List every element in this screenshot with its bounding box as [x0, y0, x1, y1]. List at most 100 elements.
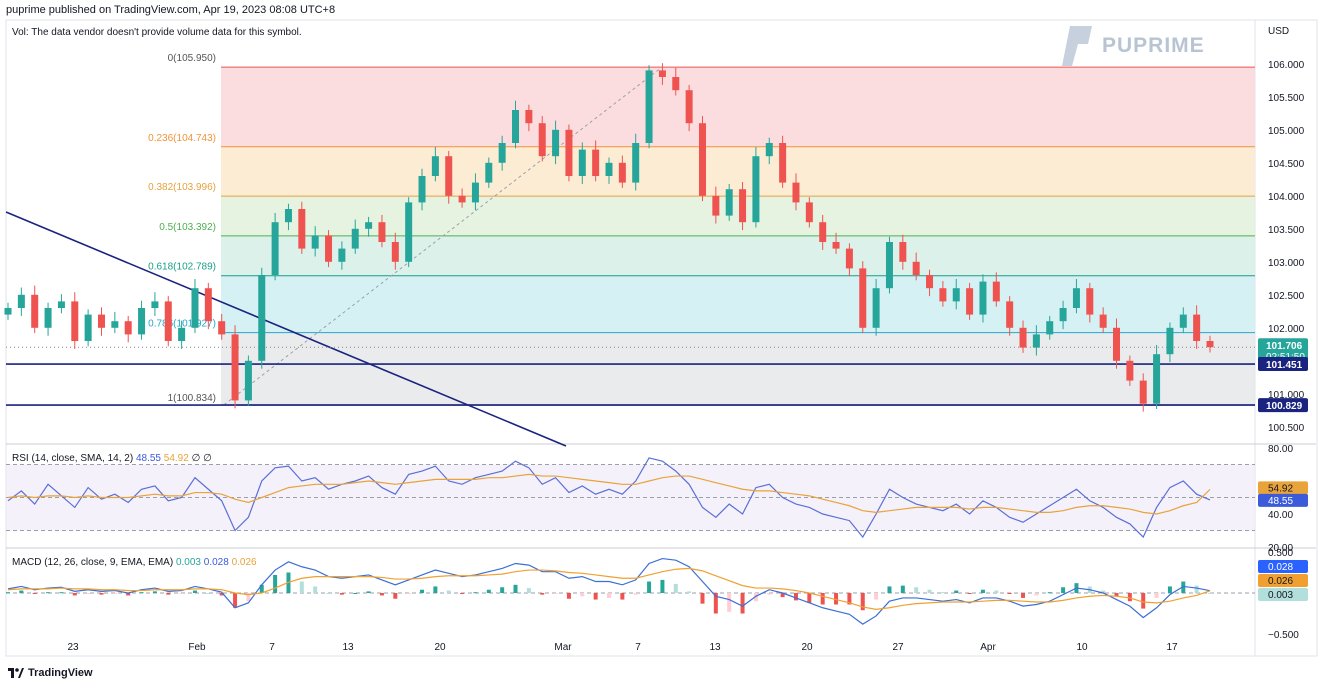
- time-tick-label: 23: [67, 642, 79, 653]
- rsi-ma-value: 54.92: [163, 453, 189, 464]
- macd-hist-bar: [566, 593, 571, 599]
- macd-hist-bar: [19, 590, 24, 593]
- macd-hist-bar: [299, 581, 304, 593]
- price-tick-label: 102.500: [1268, 291, 1305, 302]
- candle-body: [845, 248, 853, 269]
- macd-hist-bar: [366, 591, 371, 593]
- candle-body: [31, 294, 39, 328]
- fib-label: 0.382(103.996): [148, 182, 216, 193]
- candle-body: [391, 242, 399, 262]
- macd-hist-bar: [807, 593, 812, 603]
- publish-caption: puprime published on TradingView.com, Ap…: [6, 4, 336, 16]
- candle-body: [819, 222, 827, 242]
- macd-hist-bar: [927, 589, 932, 593]
- macd-hist-bar: [660, 579, 665, 593]
- rsi-tick-label: 80.00: [1268, 444, 1293, 455]
- candle-body: [658, 70, 666, 77]
- candle-body: [872, 288, 880, 328]
- macd-tick-label: 0.500: [1268, 548, 1293, 559]
- tradingview-footer[interactable]: TradingView: [8, 667, 93, 679]
- macd-hist-bar: [1154, 593, 1159, 598]
- candle-body: [271, 222, 279, 275]
- macd-hist-bar: [740, 593, 745, 614]
- candle-body: [632, 143, 640, 183]
- macd-hist-bar: [500, 587, 505, 593]
- macd-hist-bar: [887, 586, 892, 593]
- macd-hist-bar: [473, 592, 478, 594]
- candle-body: [1099, 314, 1107, 328]
- macd-hist-bar: [633, 593, 638, 595]
- macd-hist-bar: [647, 581, 652, 593]
- macd-hist-bar: [526, 588, 531, 593]
- candle-body: [258, 275, 266, 361]
- macd-hist-bar: [379, 593, 384, 596]
- candle-body: [552, 129, 560, 157]
- macd-hist-bar: [1114, 593, 1119, 597]
- price-tick-label: 104.500: [1268, 159, 1305, 170]
- time-tick-label: 27: [892, 642, 904, 653]
- macd-tag: [1258, 588, 1308, 601]
- brand-name: PUPRIME: [1102, 34, 1205, 57]
- macd-hist-bar: [1047, 592, 1052, 594]
- candle-body: [992, 281, 1000, 302]
- price-tick-label: 106.000: [1268, 60, 1305, 71]
- macd-hist-bar: [166, 593, 171, 595]
- macd-hist-bar: [1194, 585, 1199, 593]
- macd-hist-bar: [139, 592, 144, 594]
- time-tick-label: 17: [1166, 642, 1178, 653]
- macd-hist-bar: [580, 593, 585, 597]
- time-tick-label: Apr: [980, 642, 996, 653]
- candle-body: [685, 90, 693, 124]
- price-tick-label: 105.500: [1268, 93, 1305, 104]
- macd-hist-bar: [767, 593, 772, 595]
- price-tag-label: 100.829: [1266, 401, 1303, 412]
- macd-hist-bar: [954, 590, 959, 593]
- candle-body: [178, 327, 186, 341]
- macd-hist-bar: [700, 593, 705, 604]
- fib-zone: [221, 196, 1255, 236]
- candle-body: [1032, 334, 1040, 348]
- macd-hist-bar: [540, 593, 545, 595]
- candle-body: [378, 222, 386, 242]
- price-tick-label: 104.000: [1268, 192, 1305, 203]
- time-tick-label: 20: [801, 642, 813, 653]
- candle-body: [538, 123, 546, 157]
- candle-body: [712, 195, 720, 216]
- macd-hist-bar: [780, 593, 785, 598]
- candle-body: [111, 321, 119, 328]
- macd-tag: [1258, 560, 1308, 573]
- candle-body: [805, 202, 813, 223]
- candle-body: [351, 228, 359, 249]
- macd-tag: [1258, 574, 1308, 587]
- candle-body: [779, 143, 787, 183]
- fib-label: 0.5(103.392): [159, 222, 216, 233]
- macd-hist-bar: [967, 593, 972, 594]
- candle-body: [792, 182, 800, 203]
- candle-body: [645, 70, 653, 143]
- macd-hist-bar: [847, 593, 852, 605]
- macd-hist-bar: [620, 593, 625, 600]
- macd-hist-bar: [192, 590, 197, 593]
- price-tick-label: 101.000: [1268, 390, 1305, 401]
- macd-hist-bar: [860, 593, 865, 611]
- macd-hist-bar: [994, 590, 999, 593]
- candle-body: [1072, 288, 1080, 308]
- candle-body: [912, 261, 920, 275]
- macd-hist-bar: [112, 593, 117, 594]
- price-tag-label: 101.451: [1266, 360, 1303, 371]
- macd-hist-bar: [393, 593, 398, 599]
- rsi-value: 48.55: [135, 453, 161, 464]
- macd-hist-bar: [593, 593, 598, 600]
- candle-body: [445, 156, 453, 196]
- macd-hist-bar: [687, 591, 692, 593]
- fib-zone: [221, 332, 1255, 405]
- candle-body: [765, 143, 773, 157]
- candle-body: [418, 176, 426, 203]
- fib-zone: [221, 235, 1255, 276]
- candle-body: [138, 308, 146, 335]
- candle-body: [1153, 354, 1161, 404]
- macd-tag-label: 0.028: [1268, 562, 1293, 573]
- time-tick-label: 13: [709, 642, 721, 653]
- macd-hist-bar: [1034, 593, 1039, 596]
